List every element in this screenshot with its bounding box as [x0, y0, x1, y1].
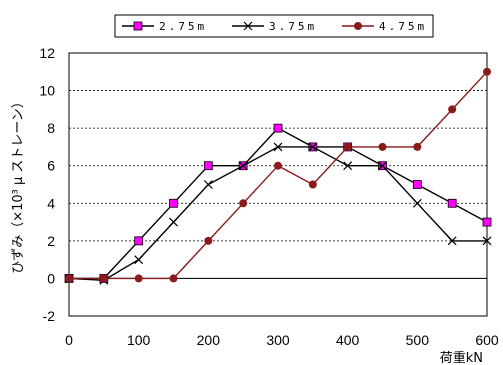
data-point	[412, 180, 422, 189]
series-lines	[64, 67, 492, 285]
data-point	[273, 123, 283, 133]
y-tick-label: 10	[39, 83, 55, 99]
y-tick-label: 0	[47, 270, 55, 286]
x-tick-label: 100	[127, 332, 151, 348]
data-point	[65, 274, 73, 283]
data-point	[413, 142, 422, 151]
plot-border	[68, 52, 488, 317]
x-tick-label: 600	[475, 332, 499, 348]
data-point	[204, 236, 213, 245]
data-point	[99, 274, 108, 283]
data-point	[169, 274, 178, 283]
data-point	[274, 161, 282, 170]
data-point	[412, 198, 422, 208]
legend-marker	[133, 21, 143, 31]
x-tick-label: 500	[406, 332, 430, 348]
legend-label: 3.75m	[269, 20, 317, 33]
legend-label: 2.75m	[159, 20, 207, 33]
data-point	[203, 161, 213, 171]
y-tick-label: 4	[47, 195, 55, 211]
data-point	[447, 236, 457, 246]
axes	[68, 52, 488, 317]
y-tick-label: 8	[47, 120, 55, 136]
data-point	[134, 255, 144, 265]
data-point	[482, 236, 492, 246]
data-point	[169, 198, 178, 208]
data-point	[343, 161, 353, 171]
x-tick-label: 0	[65, 332, 73, 348]
data-point	[448, 105, 457, 114]
x-tick-label: 400	[336, 332, 360, 348]
series-2	[65, 67, 491, 283]
data-point	[447, 198, 457, 208]
legend: 2.75m 3.75m 4.75m	[114, 14, 434, 38]
x-tick-label: 300	[266, 332, 290, 348]
data-point	[378, 161, 387, 171]
data-point	[308, 142, 318, 152]
y-axis-label: ひずみ（×10³ μ ストレーン）	[11, 95, 26, 274]
x-axis-label: 荷重kN	[440, 350, 483, 365]
data-point	[239, 199, 248, 208]
legend-label: 4.75m	[379, 20, 427, 33]
data-point	[483, 67, 491, 76]
data-point	[238, 161, 248, 171]
data-point	[203, 180, 213, 189]
data-point	[273, 142, 283, 152]
data-point	[169, 217, 178, 227]
data-point	[134, 236, 144, 246]
tick-labels: -2 0 2 4 6 8 10 12 0 100 200 300 400 500 600	[39, 45, 498, 348]
data-point	[482, 217, 492, 227]
x-tick-label: 200	[197, 332, 221, 348]
y-tick-label: 6	[47, 158, 55, 174]
legend-marker	[354, 22, 362, 30]
data-point	[308, 180, 317, 189]
legend-marker	[243, 21, 253, 31]
data-point	[134, 274, 143, 283]
legend-box	[114, 14, 434, 38]
data-point	[343, 142, 352, 151]
y-tick-label: 12	[39, 45, 55, 61]
data-point	[378, 142, 387, 151]
y-tick-label: -2	[43, 308, 56, 324]
y-tick-label: 2	[47, 233, 55, 249]
